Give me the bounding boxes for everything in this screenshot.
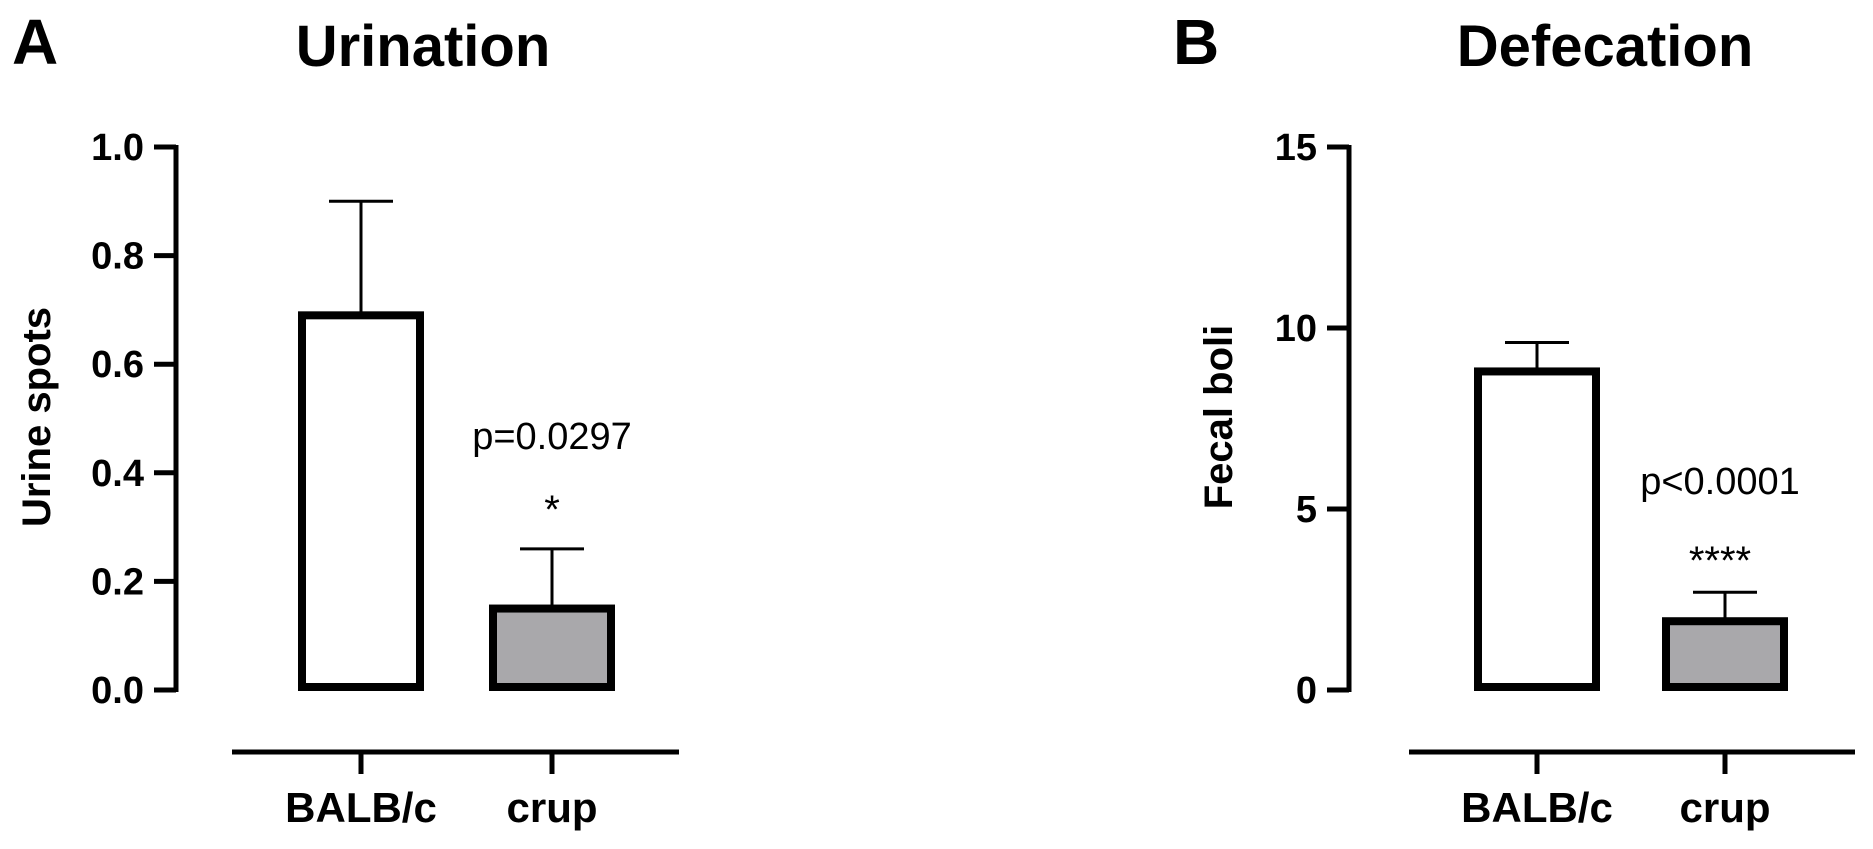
- y-axis-label-b: Fecal boli: [1197, 325, 1241, 510]
- y-axis-label-a: Urine spots: [15, 307, 59, 527]
- y-tick-label: 1.0: [91, 127, 144, 169]
- panel-letter-b: B: [1173, 6, 1219, 78]
- chart-title-b: Defecation: [1457, 14, 1754, 79]
- bar-balb-c: [298, 311, 424, 691]
- bar-crup: [1662, 617, 1788, 691]
- bars-a: [298, 199, 615, 691]
- chart-title-a: Urination: [296, 14, 551, 79]
- bars-b: [1474, 340, 1788, 691]
- p-value-a: p=0.0297: [472, 416, 632, 458]
- bar-balb-c: [1474, 367, 1600, 691]
- x-axis-b: BALB/c crup: [1409, 749, 1855, 831]
- panel-letter-a: A: [12, 6, 58, 78]
- y-tick-label: 0.4: [91, 453, 144, 495]
- y-tick-label: 0.6: [91, 344, 144, 386]
- y-tick-label: 5: [1296, 489, 1317, 531]
- y-axis-b: 0 5 10 15: [1275, 127, 1352, 712]
- x-tick-label-balb-c: BALB/c: [285, 784, 437, 831]
- significance-b: ****: [1689, 539, 1751, 583]
- y-tick-label: 0.0: [91, 670, 144, 712]
- x-tick-label-balb-c: BALB/c: [1461, 784, 1613, 831]
- significance-a: *: [544, 488, 560, 532]
- panel-b: B Defecation Fecal boli 0 5 10 15 BALB/c cru…: [1173, 6, 1855, 831]
- panel-a: A Urination Urine spots 0.0 0.2 0.4 0.6 0.8 1…: [12, 6, 679, 831]
- p-value-b: p<0.0001: [1640, 461, 1800, 503]
- x-axis-a: BALB/c crup: [232, 749, 679, 831]
- x-tick-label-crup: crup: [1679, 784, 1770, 831]
- y-tick-label: 0.8: [91, 236, 144, 278]
- y-tick-label: 0: [1296, 670, 1317, 712]
- y-tick-label: 0.2: [91, 561, 144, 603]
- bar-crup: [489, 604, 615, 691]
- y-axis-a: 0.0 0.2 0.4 0.6 0.8 1.0: [91, 127, 179, 712]
- x-tick-label-crup: crup: [506, 784, 597, 831]
- y-tick-label: 10: [1275, 308, 1317, 350]
- y-tick-label: 15: [1275, 127, 1317, 169]
